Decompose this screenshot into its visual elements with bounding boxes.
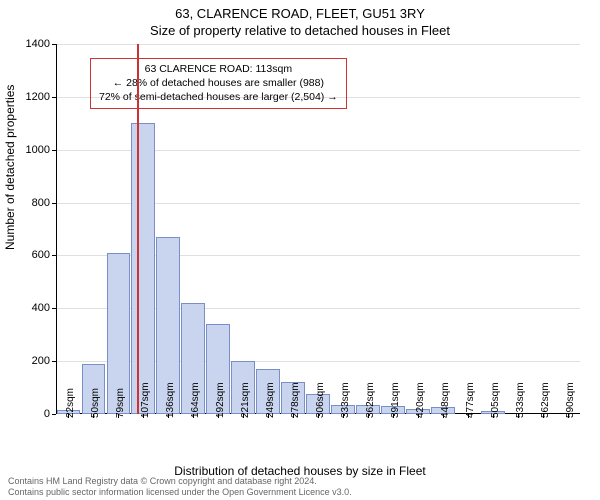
grid-line [56,44,580,45]
x-tick-label: 50sqm [90,388,101,418]
x-tick-label: 420sqm [415,382,426,418]
footer-line-2: Contains public sector information licen… [8,487,352,498]
y-tick-label: 1200 [26,91,56,103]
x-tick-label: 333sqm [340,382,351,418]
y-axis-label: Number of detached properties [3,85,17,250]
footer-line-1: Contains HM Land Registry data © Crown c… [8,476,352,487]
annotation-box: 63 CLARENCE ROAD: 113sqm ← 28% of detach… [90,58,347,109]
histogram-bar [131,123,155,414]
x-tick-label: 79sqm [115,388,126,418]
grid-line [56,97,580,98]
chart-title-main: 63, CLARENCE ROAD, FLEET, GU51 3RY [0,0,600,21]
x-tick-label: 562sqm [540,382,551,418]
x-tick-label: 249sqm [265,382,276,418]
x-tick-label: 192sqm [215,382,226,418]
x-tick-label: 477sqm [465,382,476,418]
y-axis-line [56,44,57,414]
x-tick-label: 362sqm [365,382,376,418]
x-tick-label: 107sqm [140,382,151,418]
chart-title-sub: Size of property relative to detached ho… [0,21,600,38]
y-tick-label: 400 [32,302,56,314]
x-tick-label: 164sqm [190,382,201,418]
x-tick-label: 391sqm [390,382,401,418]
x-tick-label: 136sqm [165,382,176,418]
y-tick-label: 0 [44,408,56,420]
chart-container: 63, CLARENCE ROAD, FLEET, GU51 3RY Size … [0,0,600,500]
x-tick-label: 533sqm [515,382,526,418]
x-tick-label: 448sqm [440,382,451,418]
plot-area: 63 CLARENCE ROAD: 113sqm ← 28% of detach… [56,44,580,414]
x-tick-label: 22sqm [65,388,76,418]
annotation-line-2: ← 28% of detached houses are smaller (98… [99,76,338,90]
y-tick-label: 1000 [26,144,56,156]
x-tick-label: 590sqm [565,382,576,418]
y-tick-label: 200 [32,355,56,367]
annotation-line-1: 63 CLARENCE ROAD: 113sqm [99,62,338,76]
x-tick-label: 505sqm [490,382,501,418]
y-tick-label: 800 [32,197,56,209]
footer-attribution: Contains HM Land Registry data © Crown c… [8,476,352,499]
y-tick-label: 600 [32,249,56,261]
x-tick-label: 306sqm [315,382,326,418]
reference-marker-line [137,44,139,414]
y-tick-label: 1400 [26,38,56,50]
x-tick-label: 221sqm [240,382,251,418]
x-tick-label: 278sqm [290,382,301,418]
